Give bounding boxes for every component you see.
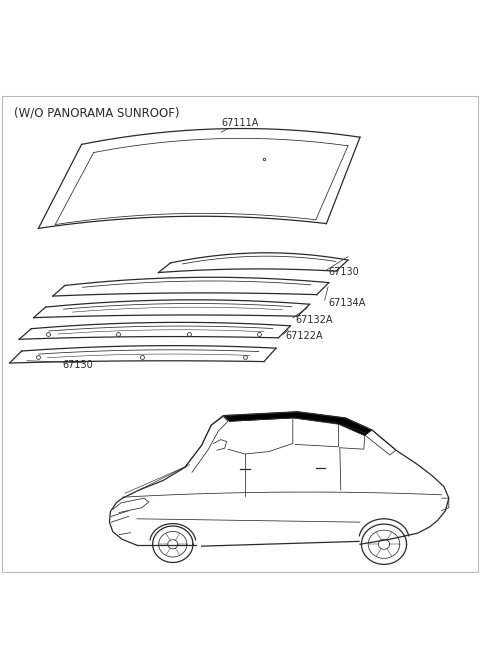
Text: (W/O PANORAMA SUNROOF): (W/O PANORAMA SUNROOF) — [14, 106, 180, 119]
Text: 67130: 67130 — [62, 360, 93, 370]
Polygon shape — [223, 411, 372, 436]
Text: 67111A: 67111A — [221, 118, 259, 128]
Text: 67132A: 67132A — [295, 315, 333, 325]
Text: 67134A: 67134A — [329, 298, 366, 308]
Text: 67122A: 67122A — [286, 331, 323, 341]
Text: 67130: 67130 — [329, 267, 360, 277]
